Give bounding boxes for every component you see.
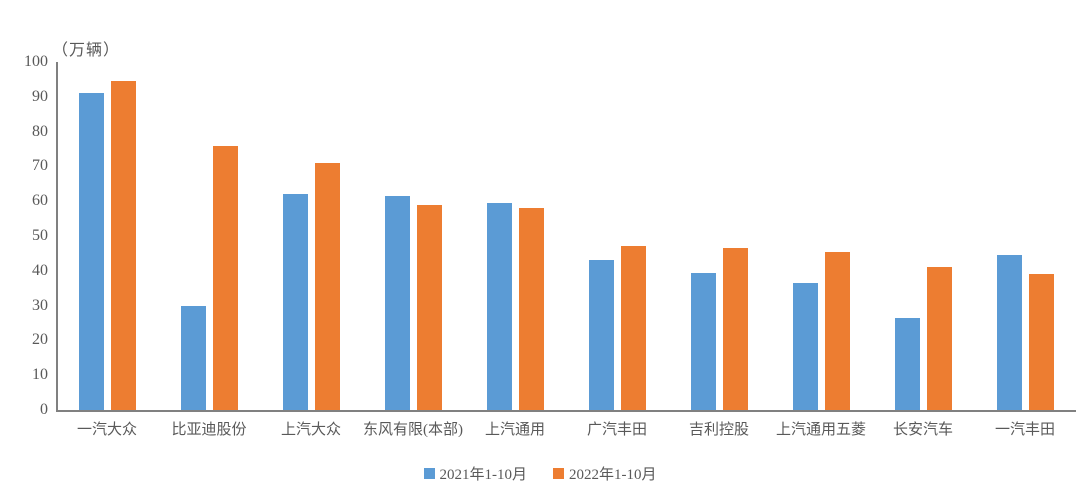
bar-2021 — [792, 282, 818, 410]
y-axis-tick-label: 100 — [24, 53, 48, 70]
bar-2022 — [1028, 274, 1054, 410]
bar-2022 — [110, 81, 136, 410]
bar-2021 — [588, 260, 614, 410]
bar-2022 — [824, 251, 850, 410]
bar-2021 — [690, 272, 716, 410]
bar-2022 — [416, 204, 442, 410]
bar-2022 — [926, 267, 952, 410]
y-axis-tick-label: 50 — [32, 227, 48, 244]
y-axis-unit-label: （万辆） — [52, 42, 121, 59]
bar-2022 — [518, 208, 544, 410]
x-axis-category-label: 一汽大众 — [76, 422, 137, 438]
y-axis-tick-label: 90 — [32, 87, 48, 105]
bar-2021 — [996, 255, 1022, 410]
bar-2021 — [78, 93, 104, 410]
y-axis-tick-label: 30 — [32, 296, 48, 314]
legend-swatch-2022 — [553, 468, 564, 479]
x-axis-line — [56, 410, 1076, 412]
bar-2022 — [620, 246, 646, 410]
legend-swatch-2021 — [423, 468, 435, 479]
y-axis-tick-label: 20 — [32, 331, 48, 349]
legend-label-2022: 2022年1-10月 — [569, 467, 657, 483]
bar-2021 — [486, 202, 512, 410]
legend-item-2022: 2022年1-10月 — [553, 463, 657, 484]
bar-2022 — [314, 162, 340, 410]
x-axis-category-label: 上汽通用五菱 — [775, 422, 866, 438]
x-axis-category-label: 上汽大众 — [280, 422, 341, 438]
x-axis-category-label: 上汽通用 — [484, 422, 545, 438]
x-axis-category-label: 广汽丰田 — [586, 422, 647, 438]
legend-label-2021: 2021年1-10月 — [439, 467, 528, 483]
bar-2021 — [282, 194, 308, 410]
bar-2021 — [894, 317, 920, 410]
chart-legend: 2021年1-10月 2022年1-10月 — [0, 463, 1080, 484]
bar-2021 — [180, 305, 206, 410]
bar-2021 — [384, 195, 410, 410]
y-axis-tick-label: 80 — [32, 122, 48, 140]
y-axis-tick-label: 70 — [32, 157, 48, 175]
y-axis-tick-label: 60 — [32, 192, 48, 210]
y-axis-line — [56, 62, 58, 411]
x-axis-category-label: 比亚迪股份 — [171, 422, 247, 438]
x-axis-category-label: 长安汽车 — [892, 422, 953, 438]
legend-item-2021: 2021年1-10月 — [423, 463, 528, 484]
y-axis-tick-label: 40 — [32, 261, 48, 279]
bar-2022 — [722, 248, 748, 410]
x-axis-category-label: 东风有限(本部) — [363, 422, 463, 438]
y-axis-tick-label: 10 — [32, 366, 48, 384]
bar-2022 — [212, 145, 238, 410]
x-axis-category-label: 一汽丰田 — [994, 422, 1055, 438]
x-axis-category-label: 吉利控股 — [688, 422, 749, 438]
y-axis-tick-label: 0 — [40, 401, 48, 418]
